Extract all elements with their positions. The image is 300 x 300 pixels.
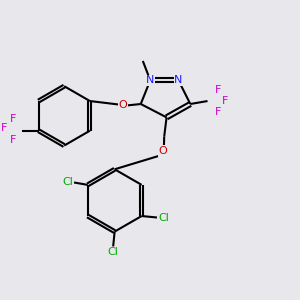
Text: F: F: [1, 123, 8, 133]
Text: Cl: Cl: [63, 178, 74, 188]
Text: F: F: [10, 135, 16, 145]
Text: F: F: [215, 107, 221, 117]
Text: Cl: Cl: [158, 212, 169, 223]
Text: F: F: [222, 96, 229, 106]
Text: O: O: [118, 100, 127, 110]
Text: F: F: [10, 114, 16, 124]
Text: Cl: Cl: [108, 248, 118, 257]
Text: O: O: [158, 146, 167, 156]
Text: N: N: [174, 75, 183, 85]
Text: N: N: [146, 75, 154, 85]
Text: F: F: [215, 85, 221, 95]
